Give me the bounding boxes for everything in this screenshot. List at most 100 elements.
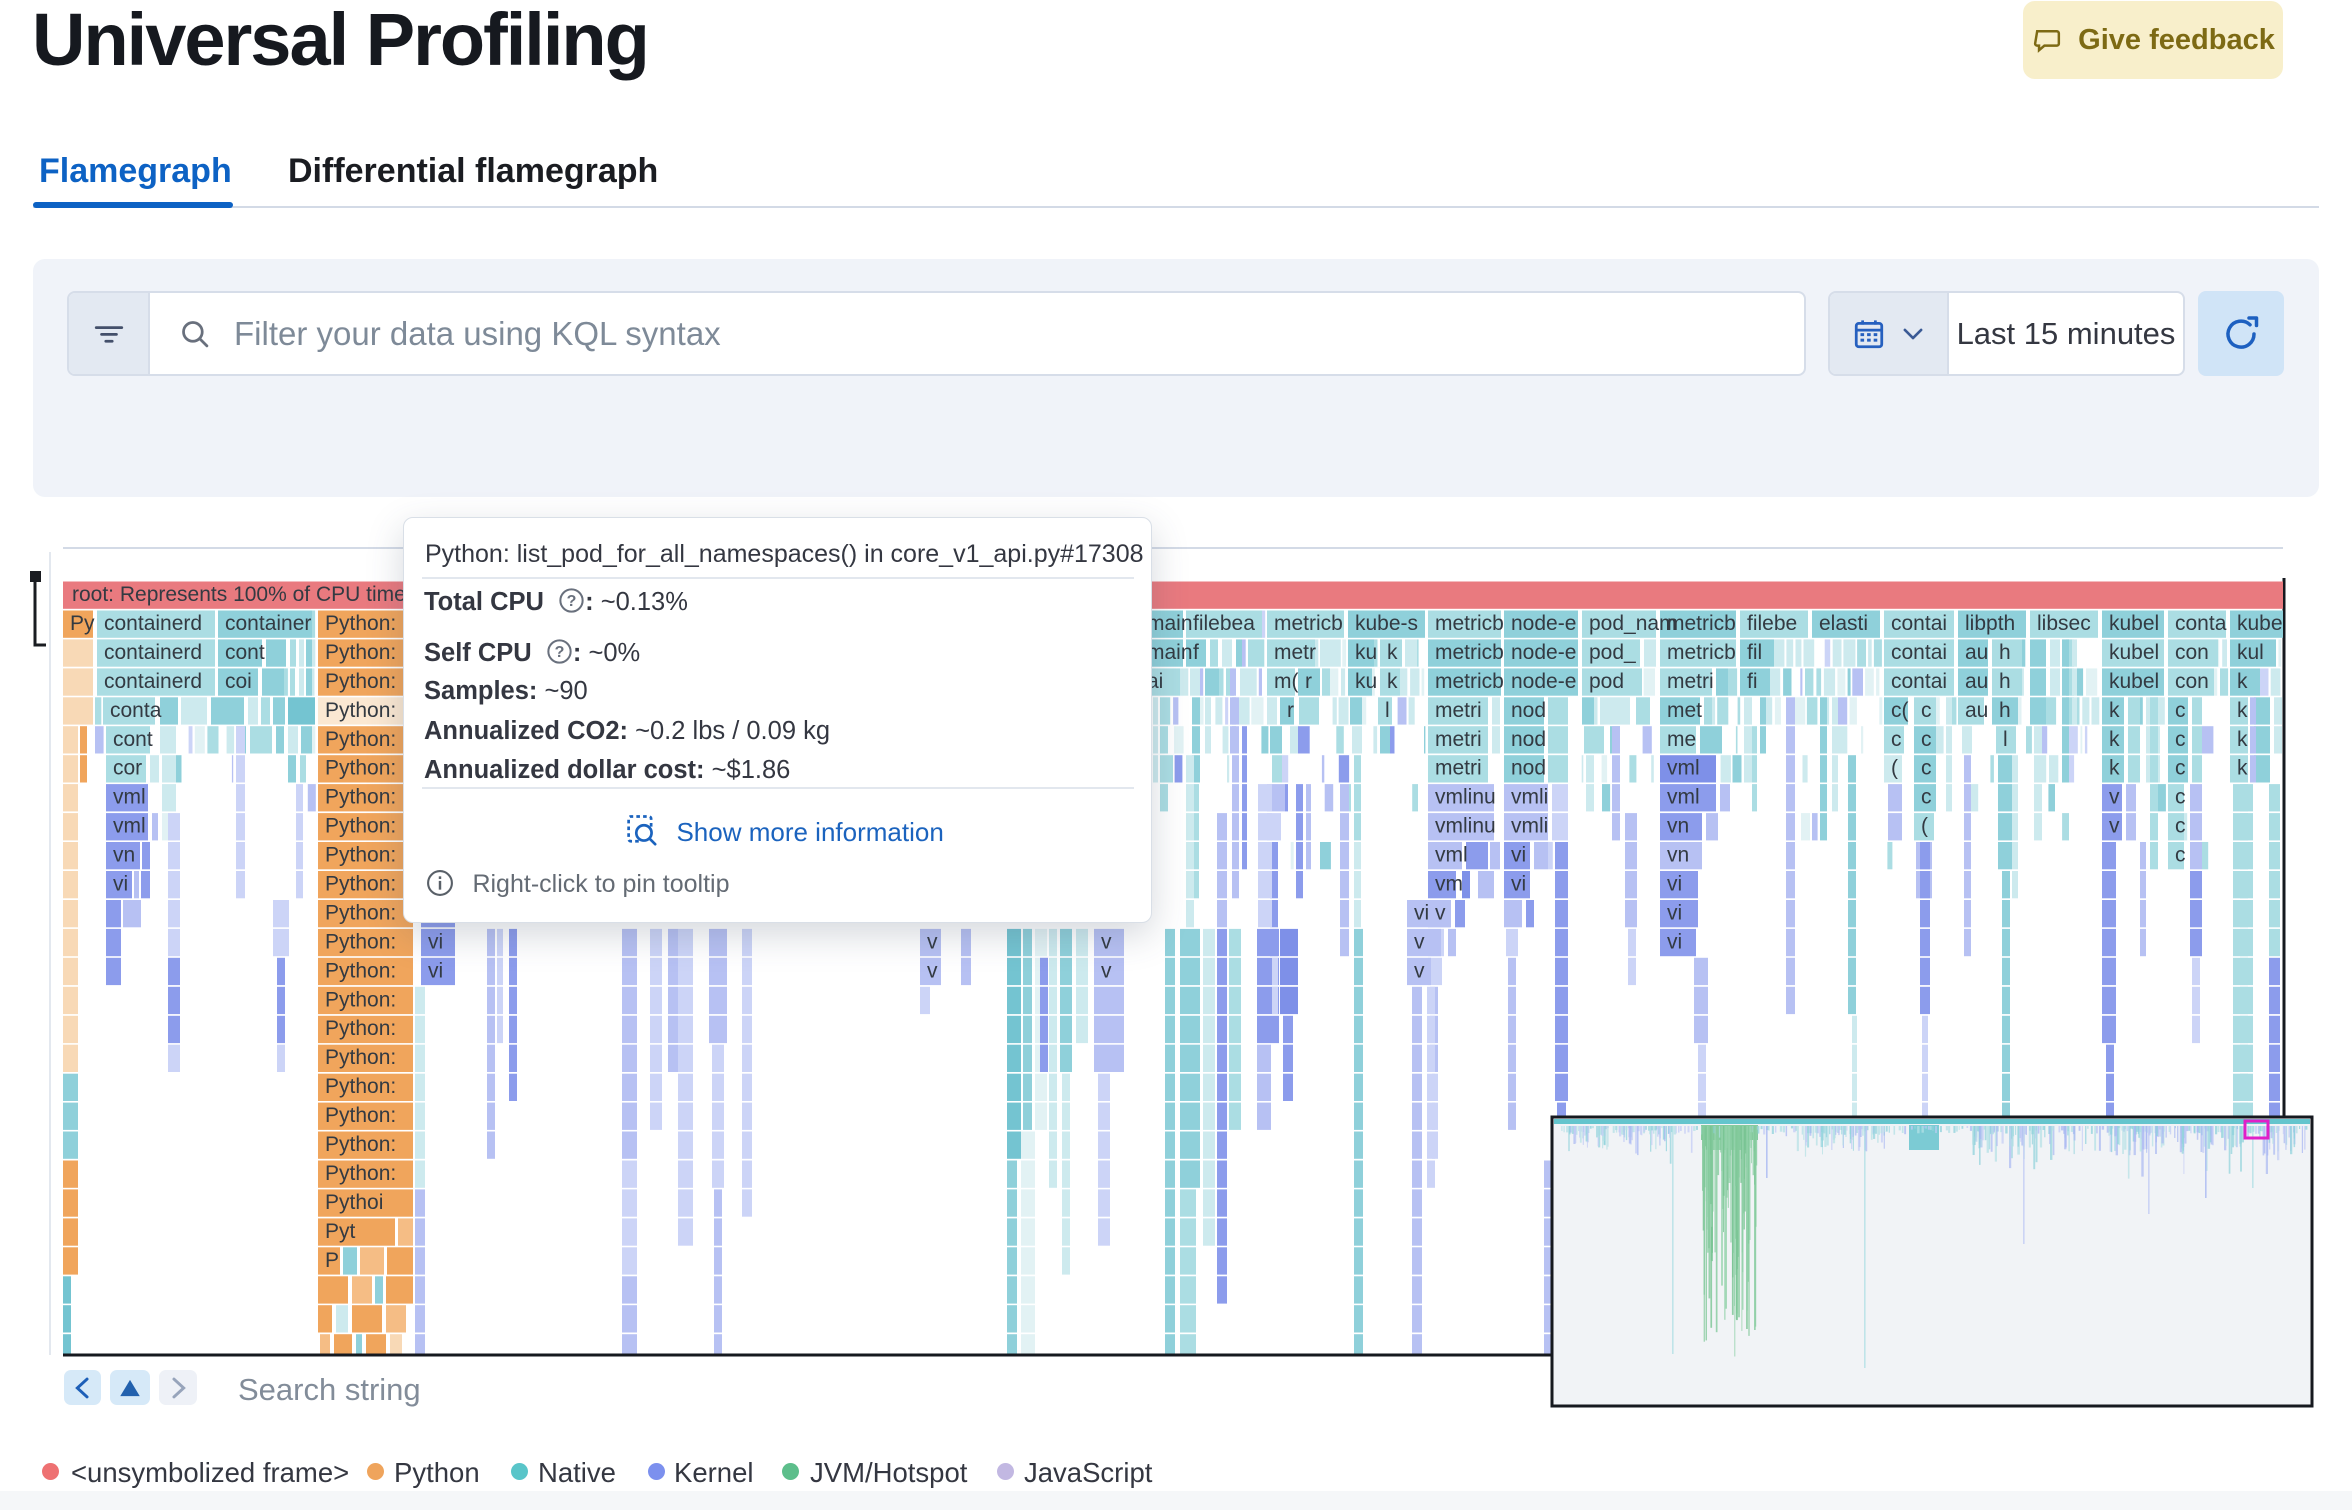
svg-text:cont: cont (225, 641, 265, 664)
svg-text:c: c (1921, 757, 1932, 780)
svg-text:P: P (325, 1249, 339, 1272)
svg-text:Python:: Python: (325, 728, 396, 751)
svg-text:con: con (2175, 641, 2209, 664)
svg-text:vm: vm (1435, 873, 1463, 896)
svg-text:libsec: libsec (2037, 612, 2091, 635)
svg-text:node-e: node-e (1511, 670, 1576, 693)
svg-text:c: c (2175, 844, 2186, 867)
svg-text:container: container (225, 612, 311, 635)
svg-text:Python:: Python: (325, 873, 396, 896)
svg-text:con: con (2175, 670, 2209, 693)
svg-text:metricb: metricb (1435, 641, 1504, 664)
svg-text:k: k (2109, 728, 2120, 751)
svg-text:Python:: Python: (325, 1104, 396, 1127)
svg-text:(: ( (1921, 815, 1928, 838)
svg-text:cont: cont (113, 728, 153, 751)
svg-text:main: main (1147, 641, 1193, 664)
svg-text:nod: nod (1511, 757, 1546, 780)
svg-text:k: k (2237, 670, 2248, 693)
svg-text:k: k (1387, 641, 1398, 664)
svg-text:vmlinu: vmlinu (1435, 786, 1496, 809)
svg-text:c: c (2175, 815, 2186, 838)
svg-text:Python:: Python: (325, 670, 396, 693)
svg-text:c: c (1921, 786, 1932, 809)
svg-text:kul: kul (2237, 641, 2264, 664)
svg-text:vml: vml (113, 786, 146, 809)
svg-text:vmli: vmli (1511, 815, 1548, 838)
svg-text:metricb: metricb (1274, 612, 1343, 635)
svg-text:metricb: metricb (1667, 612, 1736, 635)
svg-text:fil: fil (1747, 641, 1762, 664)
svg-text:node-e: node-e (1511, 641, 1576, 664)
svg-text:metr: metr (1274, 641, 1316, 664)
svg-text:kubel: kubel (2109, 612, 2159, 635)
svg-text:Python:: Python: (325, 1075, 396, 1098)
svg-text:conta: conta (110, 699, 162, 722)
svg-text:k: k (2109, 757, 2120, 780)
svg-text:f: f (1193, 641, 1199, 664)
svg-text:Python:: Python: (325, 1133, 396, 1156)
svg-text:metricb: metricb (1667, 641, 1736, 664)
svg-text:c(: c( (1891, 699, 1909, 722)
svg-text:h: h (1999, 699, 2011, 722)
svg-text:au: au (1965, 699, 1988, 722)
svg-text:libpth: libpth (1965, 612, 2015, 635)
svg-text:nod: nod (1511, 699, 1546, 722)
svg-text:kube-s: kube-s (1355, 612, 1418, 635)
svg-text:vi: vi (1414, 902, 1429, 925)
svg-text:c: c (1891, 728, 1902, 751)
svg-text:c: c (1921, 699, 1932, 722)
svg-text:vi: vi (1511, 844, 1526, 867)
svg-text:contai: contai (1891, 670, 1947, 693)
svg-text:vml: vml (1435, 844, 1468, 867)
svg-text:l: l (1385, 699, 1390, 722)
svg-text:v: v (1101, 959, 1112, 982)
svg-text:met: met (1667, 699, 1702, 722)
svg-text:Pythoi: Pythoi (325, 1191, 383, 1214)
svg-text:vml: vml (1667, 757, 1700, 780)
svg-text:k: k (2109, 699, 2120, 722)
svg-text:pod: pod (1589, 670, 1624, 693)
svg-text:metri: metri (1667, 670, 1714, 693)
svg-text:Python:: Python: (325, 844, 396, 867)
svg-text:filebe: filebe (1747, 612, 1797, 635)
svg-text:(: ( (1891, 757, 1898, 780)
svg-text:r: r (1287, 699, 1294, 722)
svg-text:vmli: vmli (1511, 786, 1548, 809)
svg-text:ku: ku (1355, 641, 1377, 664)
svg-text:cor: cor (113, 757, 142, 780)
svg-text:c: c (2175, 757, 2186, 780)
svg-text:vi: vi (113, 873, 128, 896)
svg-text:fi: fi (1747, 670, 1758, 693)
svg-text:v: v (927, 930, 938, 953)
svg-text:vn: vn (1667, 844, 1689, 867)
svg-text:ku: ku (1355, 670, 1377, 693)
svg-text:k: k (1387, 670, 1398, 693)
svg-text:vml: vml (113, 815, 146, 838)
svg-text:contai: contai (1891, 641, 1947, 664)
svg-text:kube: kube (2237, 612, 2283, 635)
svg-text:r: r (1305, 670, 1312, 693)
svg-text:vi: vi (428, 930, 443, 953)
svg-text:h: h (1999, 641, 2011, 664)
svg-text:vn: vn (1667, 815, 1689, 838)
svg-text:m(: m( (1274, 670, 1299, 693)
svg-text:Python:: Python: (325, 699, 396, 722)
svg-text:vn: vn (113, 844, 135, 867)
svg-text:metri: metri (1435, 757, 1482, 780)
svg-text:pod_nam: pod_nam (1589, 612, 1677, 635)
svg-text:me: me (1667, 728, 1696, 751)
svg-text:metricb: metricb (1435, 612, 1504, 635)
svg-text:au: au (1965, 670, 1988, 693)
svg-text:c: c (2175, 699, 2186, 722)
svg-text:Python:: Python: (325, 612, 396, 635)
svg-text:Python:: Python: (325, 959, 396, 982)
svg-text:Py: Py (70, 612, 95, 635)
svg-text:conta: conta (2175, 612, 2227, 635)
svg-text:v: v (1101, 930, 1112, 953)
svg-text:Python:: Python: (325, 902, 396, 925)
svg-text:k: k (2237, 728, 2248, 751)
svg-text:l: l (2003, 728, 2008, 751)
svg-text:vi: vi (1667, 902, 1682, 925)
svg-text:metricb: metricb (1435, 670, 1504, 693)
